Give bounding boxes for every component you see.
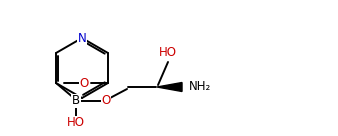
Polygon shape bbox=[157, 83, 182, 92]
Text: O: O bbox=[79, 77, 89, 89]
Text: B: B bbox=[72, 95, 80, 107]
Text: HO: HO bbox=[67, 117, 85, 129]
Text: O: O bbox=[101, 95, 111, 107]
Text: NH₂: NH₂ bbox=[189, 81, 211, 94]
Text: N: N bbox=[78, 32, 87, 44]
Text: HO: HO bbox=[159, 47, 177, 60]
